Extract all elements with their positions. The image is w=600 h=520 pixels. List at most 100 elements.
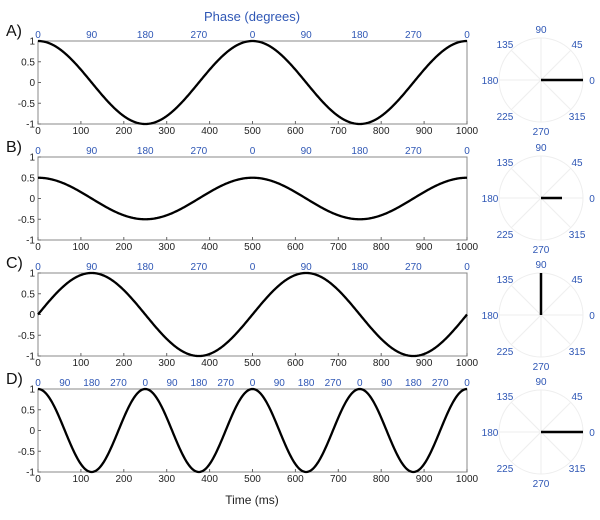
y-tick-label: 1 xyxy=(29,37,35,48)
signal-line xyxy=(37,176,468,221)
x-tick-label: 100 xyxy=(73,358,90,369)
x-tick-label: 700 xyxy=(330,126,347,137)
polar-angle-label: 225 xyxy=(497,112,514,123)
panel-label: C) xyxy=(6,255,23,272)
phase-tick-label: 90 xyxy=(301,146,313,157)
polar-angle-label: 135 xyxy=(497,275,514,286)
polar-spoke xyxy=(540,49,572,81)
y-tick-label: -0.5 xyxy=(18,447,36,458)
y-tick-label: 0 xyxy=(29,78,35,89)
x-tick-label: 800 xyxy=(373,242,390,253)
polar-angle-label: 270 xyxy=(533,127,550,138)
polar-angle-label: 0 xyxy=(589,311,595,322)
polar-spoke xyxy=(540,431,572,463)
y-tick-label: -0.5 xyxy=(18,331,36,342)
x-tick-label: 600 xyxy=(287,474,304,485)
phase-tick-label: 180 xyxy=(137,30,154,41)
x-tick-label: 100 xyxy=(73,474,90,485)
x-tick-label: 400 xyxy=(201,474,218,485)
phase-tick-label: 270 xyxy=(191,146,208,157)
phase-tick-label: 180 xyxy=(351,146,368,157)
x-tick-label: 600 xyxy=(287,242,304,253)
panel-label: B) xyxy=(6,139,22,156)
phase-tick-label: 270 xyxy=(432,378,449,389)
phase-tick-label: 0 xyxy=(464,378,470,389)
phase-tick-label: 270 xyxy=(191,262,208,273)
y-tick-label: -0.5 xyxy=(18,99,36,110)
polar-spoke xyxy=(510,167,542,199)
polar-angle-label: 45 xyxy=(571,392,583,403)
x-tick-label: 100 xyxy=(73,126,90,137)
polar-spoke xyxy=(510,49,542,81)
x-tick-label: 1000 xyxy=(456,126,479,137)
phase-tick-label: 90 xyxy=(59,378,71,389)
x-tick-label: 700 xyxy=(330,474,347,485)
polar-angle-label: 270 xyxy=(533,479,550,490)
phase-tick-label: 0 xyxy=(35,146,41,157)
phase-tick-label: 270 xyxy=(217,378,234,389)
phase-tick-label: 270 xyxy=(405,262,422,273)
x-tick-label: 0 xyxy=(35,242,41,253)
phase-tick-label: 180 xyxy=(191,378,208,389)
x-tick-label: 400 xyxy=(201,126,218,137)
x-tick-label: 1000 xyxy=(456,474,479,485)
polar-spoke xyxy=(540,314,572,346)
polar-angle-label: 180 xyxy=(482,194,499,205)
plot-frame xyxy=(37,388,468,473)
phase-tick-label: 270 xyxy=(110,378,127,389)
plot-frame xyxy=(37,40,468,125)
phase-tick-label: 0 xyxy=(142,378,148,389)
polar-spoke xyxy=(510,197,542,229)
phase-tick-label: 90 xyxy=(274,378,286,389)
polar-spoke xyxy=(510,431,542,463)
x-tick-label: 100 xyxy=(73,242,90,253)
x-tick-label: 600 xyxy=(287,126,304,137)
signal-line xyxy=(37,387,468,474)
polar-angle-label: 90 xyxy=(535,143,547,154)
phase-tick-label: 180 xyxy=(137,262,154,273)
phase-tick-label: 0 xyxy=(35,262,41,273)
phase-tick-label: 0 xyxy=(250,30,256,41)
phase-tick-label: 90 xyxy=(301,30,313,41)
x-tick-label: 800 xyxy=(373,126,390,137)
x-tick-label: 800 xyxy=(373,474,390,485)
x-tick-label: 700 xyxy=(330,242,347,253)
y-tick-label: 0 xyxy=(29,310,35,321)
polar-angle-label: 180 xyxy=(482,428,499,439)
phase-tick-label: 90 xyxy=(86,262,98,273)
phase-tick-label: 0 xyxy=(250,262,256,273)
x-tick-label: 400 xyxy=(201,242,218,253)
y-tick-label: 1 xyxy=(29,385,35,396)
x-tick-label: 300 xyxy=(158,242,175,253)
polar-angle-label: 180 xyxy=(482,311,499,322)
phase-tick-label: 270 xyxy=(191,30,208,41)
polar-angle-label: 90 xyxy=(535,25,547,36)
polar-spoke xyxy=(540,197,572,229)
y-tick-label: 0.5 xyxy=(21,57,35,68)
x-tick-label: 300 xyxy=(158,126,175,137)
y-tick-label: 0.5 xyxy=(21,289,35,300)
x-tick-label: 0 xyxy=(35,126,41,137)
plot-frame xyxy=(37,156,468,241)
phase-tick-label: 0 xyxy=(357,378,363,389)
x-tick-label: 300 xyxy=(158,358,175,369)
polar-angle-label: 270 xyxy=(533,245,550,256)
polar-angle-label: 0 xyxy=(589,76,595,87)
phase-tick-label: 0 xyxy=(464,262,470,273)
x-axis-label: Time (ms) xyxy=(225,493,279,507)
x-tick-label: 1000 xyxy=(456,358,479,369)
polar-angle-label: 270 xyxy=(533,362,550,373)
x-tick-label: 200 xyxy=(115,474,132,485)
x-tick-label: 200 xyxy=(115,242,132,253)
x-tick-label: 500 xyxy=(244,126,261,137)
phase-tick-label: 90 xyxy=(86,146,98,157)
x-tick-label: 500 xyxy=(244,242,261,253)
polar-angle-label: 315 xyxy=(569,112,586,123)
phase-tick-label: 0 xyxy=(35,30,41,41)
polar-angle-label: 45 xyxy=(571,158,583,169)
y-tick-label: 1 xyxy=(29,269,35,280)
y-tick-label: 1 xyxy=(29,153,35,164)
phase-tick-label: 0 xyxy=(464,30,470,41)
polar-spoke xyxy=(510,314,542,346)
